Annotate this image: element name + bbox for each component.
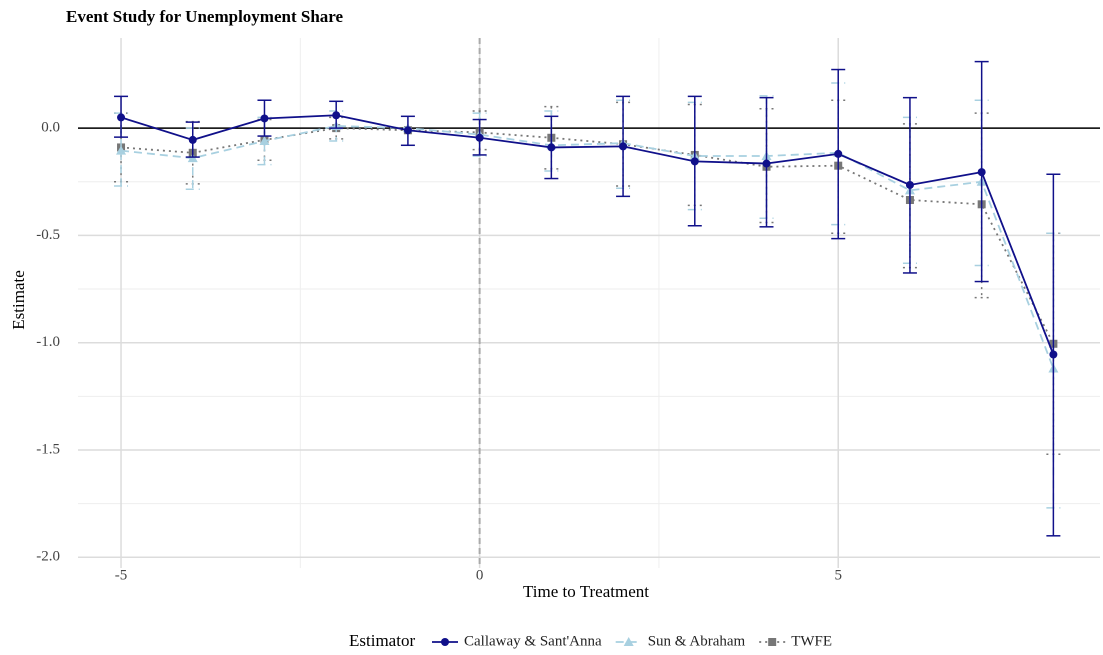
x-tick-label: 5: [834, 567, 842, 583]
x-tick-label: -5: [115, 567, 128, 583]
point: [834, 149, 843, 158]
legend-label: Sun & Abraham: [648, 633, 746, 649]
point: [475, 133, 484, 142]
legend-label: Callaway & Sant'Anna: [464, 633, 602, 649]
point: [690, 157, 699, 166]
legend-label: TWFE: [791, 633, 832, 649]
point: [260, 114, 269, 123]
point: [117, 113, 126, 122]
point: [188, 135, 197, 144]
point: [762, 159, 771, 168]
point: [116, 145, 127, 155]
point: [547, 143, 556, 152]
y-tick-label: 0.0: [41, 120, 60, 136]
legend-marker: [623, 637, 634, 646]
legend-title: Estimator: [349, 631, 415, 650]
point: [259, 135, 270, 145]
point: [977, 168, 986, 177]
x-axis-label: Time to Treatment: [523, 582, 649, 601]
point: [332, 111, 341, 120]
series-line: [120, 125, 1055, 369]
y-tick-label: -0.5: [36, 227, 60, 243]
point: [1049, 350, 1058, 359]
point: [619, 142, 628, 151]
point: [403, 126, 412, 135]
y-tick-label: -2.0: [36, 549, 60, 565]
x-tick-label: 0: [476, 567, 484, 583]
chart-title: Event Study for Unemployment Share: [66, 7, 344, 26]
y-tick-label: -1.0: [36, 334, 60, 350]
legend-marker: [768, 638, 777, 646]
legend-marker: [441, 638, 449, 646]
y-tick-label: -1.5: [36, 441, 60, 457]
series-line: [120, 114, 1055, 355]
point: [905, 180, 914, 189]
y-axis-label: Estimate: [9, 270, 28, 329]
